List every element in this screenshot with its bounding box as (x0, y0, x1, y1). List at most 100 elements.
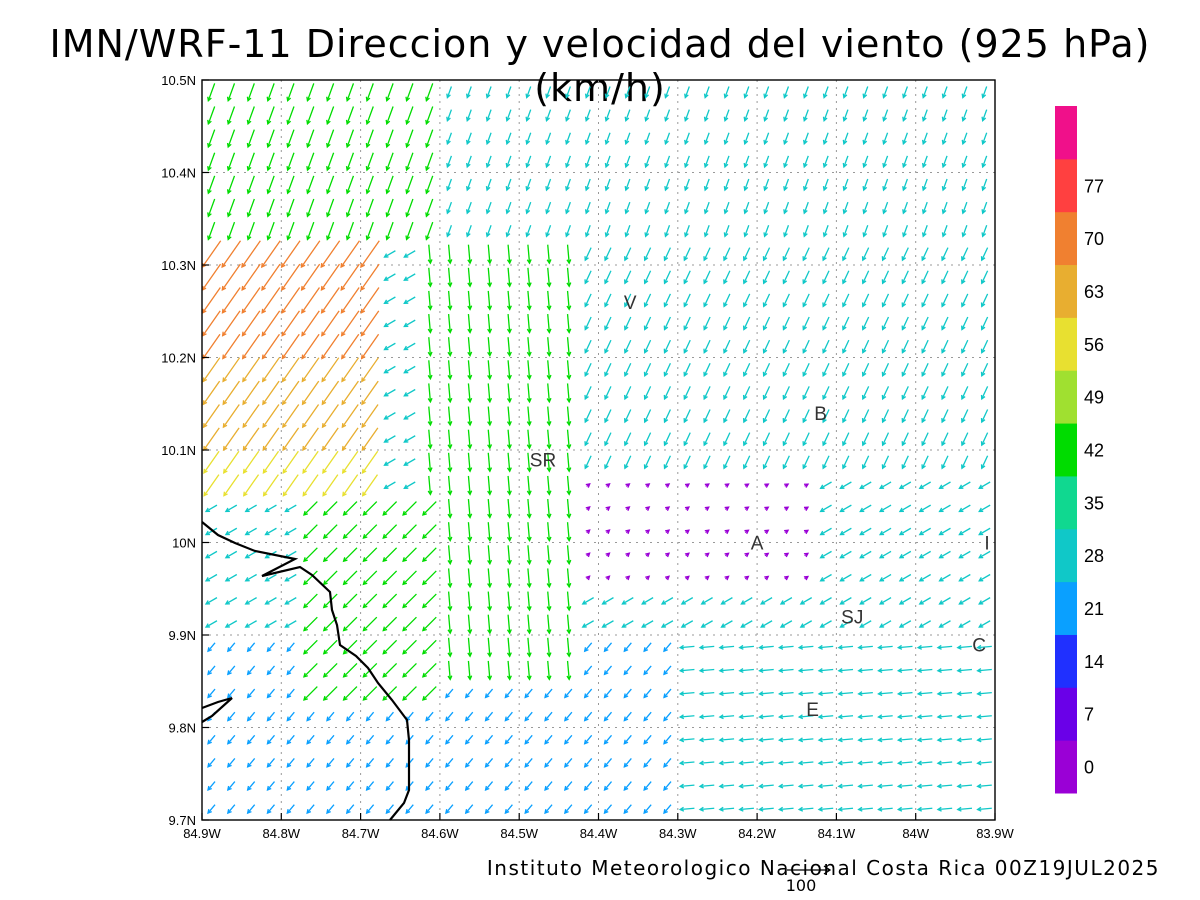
coastline-peninsula (201, 696, 233, 723)
wind-vector (566, 522, 572, 542)
wind-vector (921, 409, 929, 424)
wind-vector (261, 287, 281, 314)
wind-vector (447, 360, 453, 381)
wind-vector (246, 711, 256, 722)
wind-vector (762, 270, 771, 285)
wind-vector (784, 506, 790, 512)
wind-vector (956, 783, 973, 789)
wind-vector (583, 734, 593, 745)
wind-vector (941, 386, 949, 401)
wind-vector (878, 573, 892, 582)
wind-vector (720, 597, 733, 605)
wind-vector (896, 668, 913, 673)
wind-vector (703, 201, 710, 215)
wind-vector (222, 380, 240, 406)
wind-vector (758, 644, 774, 650)
wind-vector (383, 412, 396, 420)
wind-vector (680, 620, 694, 628)
wind-vector (981, 132, 988, 146)
wind-vector (882, 225, 889, 238)
wind-vector (783, 109, 790, 122)
wind-vector (487, 614, 493, 635)
wind-vector (603, 665, 613, 676)
wind-vector (881, 409, 890, 424)
wind-vector (684, 132, 690, 146)
wind-vector (902, 86, 909, 99)
wind-vector (643, 432, 652, 447)
wind-vector (342, 501, 358, 516)
wind-vector (625, 506, 631, 511)
wind-vector (545, 225, 552, 238)
reference-vector-label: 100 (786, 876, 817, 895)
wind-vector (425, 83, 434, 102)
wind-vector (207, 129, 216, 149)
wind-vector (723, 270, 731, 285)
wind-vector (282, 404, 300, 429)
wind-vector (645, 506, 651, 511)
wind-vector (262, 380, 280, 406)
wind-vector (782, 409, 790, 424)
wind-vector (758, 714, 774, 720)
wind-vector (506, 522, 512, 542)
wind-vector (467, 290, 473, 311)
colorbar-label: 14 (1084, 652, 1104, 672)
wind-vector (604, 132, 611, 146)
wind-vector (487, 383, 493, 404)
wind-vector (703, 316, 711, 331)
wind-vector (822, 293, 830, 308)
wind-vector (961, 178, 968, 192)
wind-vector (703, 270, 711, 285)
wind-vector (738, 691, 754, 697)
wind-vector (365, 758, 375, 768)
wind-vector (882, 109, 889, 122)
wind-vector (877, 691, 893, 697)
wind-vector (342, 524, 358, 540)
wind-vector (663, 711, 672, 722)
wind-vector (266, 804, 275, 815)
wind-vector (506, 314, 512, 334)
wind-vector (742, 362, 751, 378)
wind-vector (345, 781, 355, 791)
wind-vector (487, 637, 493, 658)
wind-vector (382, 593, 398, 609)
wind-vector (322, 663, 338, 678)
wind-vector (584, 432, 592, 447)
wind-vector (226, 83, 236, 102)
wind-vector (306, 758, 315, 768)
wind-vector (764, 552, 770, 558)
wind-vector (898, 504, 912, 513)
wind-vector (303, 616, 318, 632)
wind-vector (783, 178, 790, 192)
wind-vector (306, 781, 315, 791)
wind-vector (837, 737, 854, 743)
wind-vector (956, 714, 973, 720)
wind-vector (603, 734, 613, 745)
wind-vector (882, 178, 889, 192)
wind-vector (720, 620, 733, 628)
wind-vector (204, 597, 218, 605)
wind-vector (918, 597, 931, 605)
wind-vector (976, 806, 992, 812)
wind-vector (242, 450, 260, 474)
wind-vector (881, 270, 890, 285)
wind-vector (506, 337, 512, 357)
wind-vector (345, 129, 355, 149)
wind-vector (740, 597, 753, 605)
wind-vector (777, 737, 794, 743)
wind-vector (921, 455, 929, 470)
wind-vector (938, 620, 951, 628)
wind-vector (320, 240, 341, 269)
wind-vector (222, 450, 240, 474)
wind-vector (202, 263, 222, 291)
wind-vector (882, 86, 889, 99)
wind-vector (862, 225, 869, 238)
wind-vector (660, 597, 674, 605)
wind-vector (342, 474, 359, 497)
wind-vector (585, 552, 591, 558)
wind-vector (342, 663, 358, 678)
wind-vector (862, 109, 869, 122)
grid-lines (201, 79, 996, 821)
wind-vector (663, 386, 672, 401)
wind-vector (447, 475, 453, 496)
wind-vector (505, 201, 512, 215)
